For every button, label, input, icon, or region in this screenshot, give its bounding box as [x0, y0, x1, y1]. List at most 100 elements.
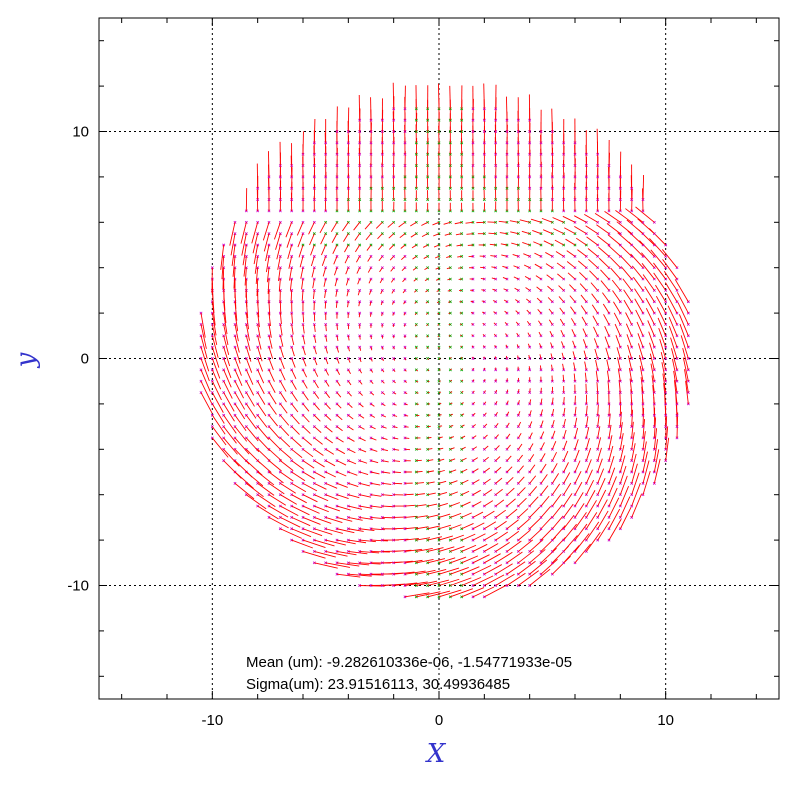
marker	[380, 436, 384, 440]
arrow	[597, 510, 609, 529]
arrow	[325, 528, 343, 534]
marker	[312, 379, 316, 383]
marker	[301, 425, 305, 429]
arrow	[382, 448, 389, 452]
arrow	[410, 233, 417, 238]
arrow	[268, 151, 270, 177]
arrow	[625, 312, 633, 325]
arrow	[645, 297, 655, 314]
arrow	[517, 443, 523, 450]
marker	[460, 288, 464, 292]
marker	[346, 561, 350, 565]
arrow	[547, 297, 553, 303]
arrow	[631, 432, 635, 450]
marker	[346, 504, 350, 508]
arrow	[484, 510, 495, 518]
marker	[482, 164, 486, 168]
arrow	[427, 459, 434, 462]
marker	[460, 243, 464, 247]
marker	[210, 425, 214, 429]
marker	[414, 527, 418, 531]
arrow	[273, 222, 281, 240]
arrow	[347, 347, 350, 352]
arrow	[493, 322, 496, 325]
marker	[380, 481, 384, 485]
arrow	[346, 290, 349, 297]
marker	[482, 379, 486, 383]
arrow	[421, 221, 428, 226]
arrow	[526, 309, 530, 314]
arrow	[581, 316, 587, 325]
arrow	[608, 508, 621, 529]
arrow	[444, 233, 451, 236]
arrow	[382, 414, 387, 418]
arrow	[562, 363, 565, 370]
arrow	[296, 222, 304, 236]
arrow	[243, 256, 247, 277]
marker	[516, 288, 520, 292]
marker	[256, 368, 260, 372]
arrow	[574, 481, 583, 495]
marker	[562, 436, 566, 440]
arrow	[518, 570, 540, 586]
arrow	[359, 505, 373, 509]
marker	[312, 459, 316, 463]
arrow	[414, 290, 417, 293]
arrow	[234, 414, 247, 431]
marker	[652, 288, 656, 292]
arrow	[552, 555, 571, 575]
arrow	[572, 340, 576, 348]
arrow	[393, 369, 396, 372]
marker	[312, 481, 316, 485]
marker	[482, 130, 486, 133]
marker	[550, 288, 554, 292]
marker	[448, 481, 452, 485]
arrow	[427, 525, 441, 530]
arrow	[404, 548, 423, 552]
marker	[414, 572, 418, 576]
arrow	[514, 287, 519, 291]
arrow	[635, 309, 644, 325]
arrow	[359, 335, 361, 340]
marker	[641, 345, 645, 349]
arrow	[435, 267, 440, 270]
marker	[312, 527, 316, 531]
y-tick-label: 10	[72, 124, 89, 141]
x-tick-label: -10	[201, 712, 223, 729]
arrow	[540, 558, 558, 575]
arrow	[521, 230, 530, 235]
arrow	[325, 562, 351, 568]
marker	[618, 311, 622, 315]
marker	[516, 345, 520, 349]
marker	[290, 232, 294, 236]
arrow	[604, 326, 610, 336]
arrow	[546, 274, 553, 280]
arrow	[347, 358, 351, 363]
marker	[494, 357, 498, 360]
marker	[380, 379, 384, 383]
marker	[324, 266, 328, 270]
marker	[550, 311, 554, 315]
marker	[312, 186, 316, 190]
marker	[607, 459, 611, 463]
arrow	[200, 324, 207, 349]
arrow	[325, 414, 332, 421]
arrow	[336, 369, 341, 375]
marker	[346, 357, 350, 360]
arrow	[505, 344, 508, 348]
arrow	[551, 473, 560, 484]
arrow	[438, 535, 453, 541]
marker	[414, 368, 418, 372]
marker	[414, 538, 418, 542]
arrow	[416, 493, 425, 496]
arrow	[617, 232, 632, 246]
arrow	[347, 369, 351, 375]
arrow	[642, 431, 646, 450]
marker	[244, 243, 248, 247]
arrow	[587, 248, 598, 257]
arrow	[427, 536, 442, 541]
arrow	[461, 424, 465, 427]
marker	[562, 413, 566, 417]
marker	[256, 232, 260, 236]
